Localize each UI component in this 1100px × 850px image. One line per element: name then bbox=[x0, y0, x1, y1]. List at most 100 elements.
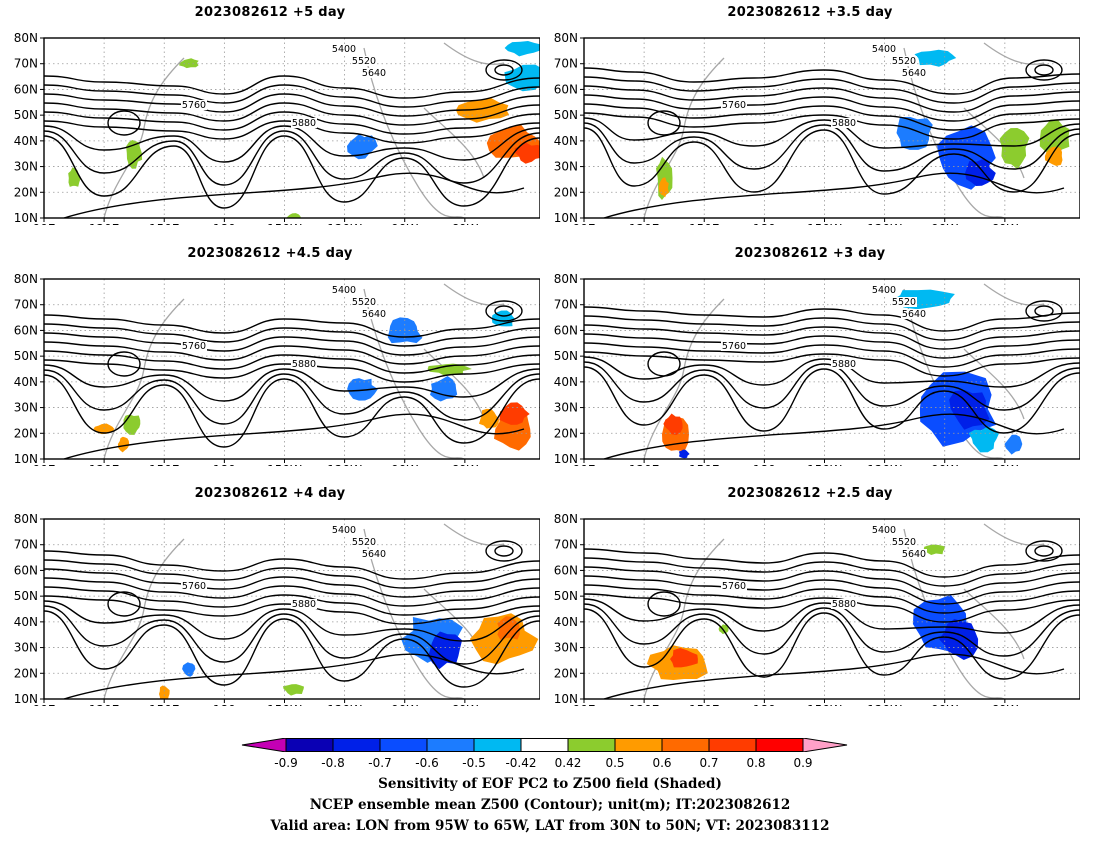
contour-line bbox=[584, 315, 1080, 341]
map-frame bbox=[583, 278, 1080, 460]
lon-label: 150W bbox=[807, 222, 842, 225]
contour-closed bbox=[647, 110, 681, 136]
lon-label: 120W bbox=[327, 463, 362, 466]
contour-line bbox=[584, 122, 1080, 172]
contour-label: 5520 bbox=[352, 537, 376, 548]
contour-line bbox=[584, 598, 1080, 634]
lon-label: 120W bbox=[867, 703, 902, 706]
contour-label: 5520 bbox=[892, 537, 916, 548]
contour-closed bbox=[485, 59, 523, 81]
lon-label: 90E bbox=[33, 463, 56, 466]
contour-label: 5760 bbox=[182, 581, 206, 592]
contour-line bbox=[44, 374, 540, 448]
shaded-area bbox=[504, 41, 540, 57]
contour-line bbox=[584, 575, 1080, 605]
shaded-area bbox=[678, 449, 690, 459]
colorbar-swatch bbox=[661, 738, 710, 752]
z500-contours bbox=[584, 300, 1080, 459]
panel-plus2p5day: 5400 5520 5640 5760 5880 10N 20N 30N 40N 50N 60N 70… bbox=[540, 486, 1080, 706]
shaded-area bbox=[126, 140, 143, 169]
lat-label: 50N bbox=[554, 349, 578, 363]
contour-closed bbox=[1034, 545, 1054, 557]
contour-line bbox=[44, 586, 540, 616]
shaded-area bbox=[497, 616, 520, 640]
contour-label: 5400 bbox=[332, 525, 356, 536]
lon-label: 120W bbox=[867, 222, 902, 225]
lat-label: 80N bbox=[14, 272, 38, 286]
lon-label: 90W bbox=[391, 463, 418, 466]
colorbar-swatch bbox=[426, 738, 475, 752]
contour-line bbox=[44, 595, 540, 625]
panel-plus5day: 5400 5520 5640 5760 5880 10N 20N 30N 40N 50N 60N 70… bbox=[0, 5, 540, 225]
contour-label: 5400 bbox=[332, 44, 356, 55]
lat-label: 70N bbox=[554, 298, 578, 312]
lon-label: 150W bbox=[267, 222, 302, 225]
lat-label: 60N bbox=[14, 82, 38, 96]
map-body bbox=[44, 38, 540, 218]
lat-label: 60N bbox=[554, 563, 578, 577]
colorbar-low-arrow bbox=[241, 738, 287, 752]
lon-label: 90W bbox=[931, 703, 958, 706]
colorbar-swatch bbox=[520, 738, 569, 752]
contour-line bbox=[584, 361, 1080, 411]
contour-line bbox=[584, 117, 1080, 149]
shaded-area bbox=[455, 97, 510, 123]
lat-label: 70N bbox=[554, 57, 578, 71]
contour-line bbox=[63, 413, 525, 459]
lat-label: 70N bbox=[554, 538, 578, 552]
colorbar-level-label: 0.6 bbox=[652, 756, 672, 770]
contour-closed bbox=[494, 305, 514, 317]
contour-line bbox=[44, 323, 540, 347]
contour-line bbox=[44, 369, 540, 425]
lat-label: 30N bbox=[554, 401, 578, 415]
lat-label: 10N bbox=[554, 692, 578, 706]
contour-line bbox=[44, 75, 540, 99]
lat-label: 60N bbox=[554, 82, 578, 96]
lat-label: 70N bbox=[14, 538, 38, 552]
lat-label: 70N bbox=[14, 298, 38, 312]
lon-label: 120E bbox=[89, 222, 120, 225]
lon-label: 180 bbox=[213, 703, 236, 706]
contour-closed bbox=[1034, 305, 1054, 317]
panel-title: 2023082612 +4.5 day bbox=[187, 246, 353, 261]
contour-line bbox=[44, 314, 540, 338]
contour-line bbox=[584, 127, 1080, 195]
colorbar-level-label: -0.42 bbox=[505, 756, 537, 770]
gridlines bbox=[44, 279, 540, 459]
lon-label: 120W bbox=[327, 703, 362, 706]
contour-line bbox=[584, 366, 1080, 434]
contour-line bbox=[44, 600, 540, 642]
map-frame bbox=[43, 37, 540, 219]
contour-label: 5760 bbox=[722, 581, 746, 592]
z500-contours bbox=[44, 540, 540, 699]
lon-label: 180 bbox=[213, 222, 236, 225]
contour-label: 5640 bbox=[902, 68, 926, 79]
contour-line bbox=[44, 550, 540, 580]
colorbar-swatch bbox=[379, 738, 428, 752]
contour-closed bbox=[485, 300, 523, 322]
contour-closed bbox=[107, 351, 141, 377]
lon-label: 150W bbox=[807, 463, 842, 466]
lat-label: 40N bbox=[554, 615, 578, 629]
contour-line bbox=[603, 653, 1065, 699]
contour-line bbox=[584, 593, 1080, 623]
footer-line-3: Valid area: LON from 95W to 65W, LAT fro… bbox=[270, 818, 830, 834]
lon-label: 60W bbox=[991, 703, 1018, 706]
contour-label: 5640 bbox=[902, 549, 926, 560]
contour-closed bbox=[1034, 64, 1054, 76]
lon-label: 90W bbox=[391, 222, 418, 225]
colorbar-level-label: -0.5 bbox=[462, 756, 486, 770]
colorbar-swatch bbox=[285, 738, 334, 752]
panel-title: 2023082612 +5 day bbox=[194, 5, 346, 20]
z500-contours bbox=[44, 59, 540, 218]
lat-label: 30N bbox=[554, 641, 578, 655]
lon-label: 120W bbox=[867, 463, 902, 466]
lat-label: 40N bbox=[554, 134, 578, 148]
panel-plus4p5day: 5400 5520 5640 5760 5880 10N 20N 30N 40N 50N 60N 70… bbox=[0, 246, 540, 466]
footer-line-1: Sensitivity of EOF PC2 to Z500 field (Sh… bbox=[378, 776, 722, 792]
shaded-area bbox=[182, 662, 196, 677]
shaded-area bbox=[427, 363, 472, 376]
contour-label: 5400 bbox=[332, 285, 356, 296]
contour-line bbox=[44, 102, 540, 126]
